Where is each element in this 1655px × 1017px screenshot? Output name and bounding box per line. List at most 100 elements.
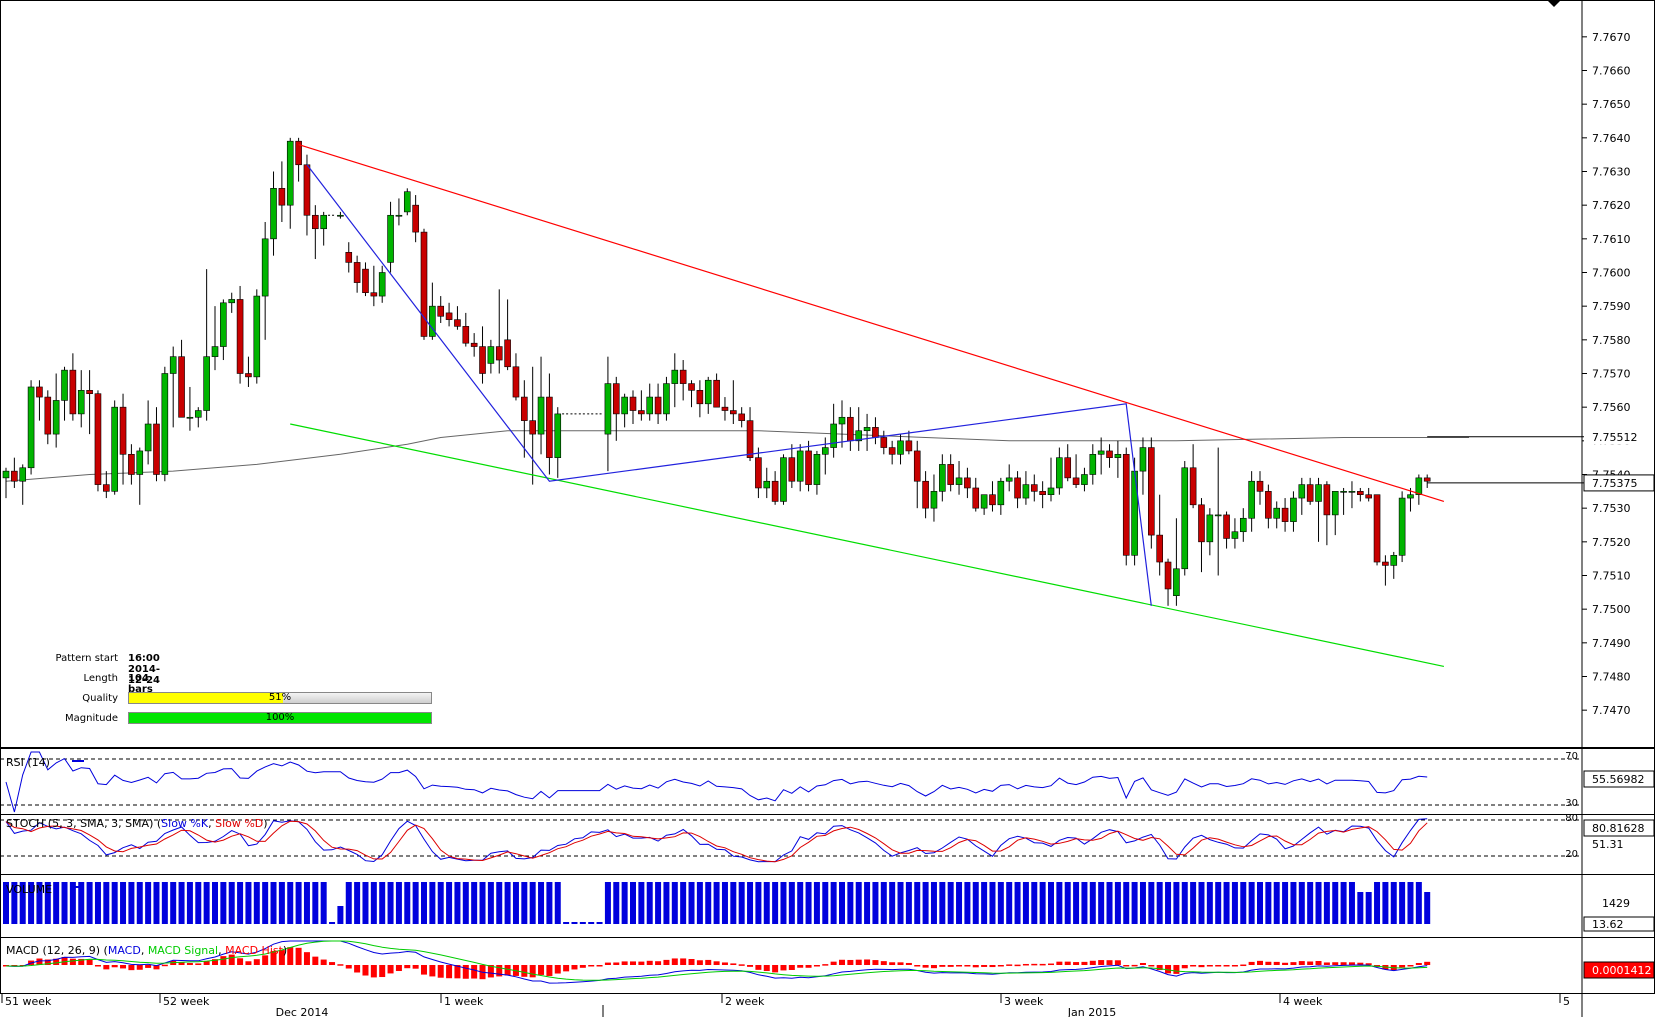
- candle-down: [504, 339, 511, 368]
- price-label: 7.75512: [1592, 431, 1638, 444]
- macd-hist-bar: [337, 964, 344, 966]
- macd-title: MACD (12, 26, 9) (MACD, MACD Signal, MAC…: [6, 944, 287, 957]
- macd-hist-bar: [1190, 965, 1197, 967]
- macd-hist-bar: [61, 956, 68, 965]
- candle-down: [495, 346, 503, 361]
- pattern-line: [298, 144, 1445, 502]
- macd-hist-bar: [203, 960, 210, 965]
- candle-down: [1014, 477, 1021, 499]
- volume-bar: [604, 882, 611, 924]
- macd-hist-bar: [454, 965, 461, 979]
- macd-title-prefix: MACD (12, 26, 9) (: [6, 944, 108, 957]
- volume-bar: [721, 882, 728, 924]
- macd-line: [5, 940, 1428, 984]
- macd-hist-bar: [872, 960, 879, 965]
- y-tick-label: 7.7600: [1592, 267, 1631, 280]
- macd-hist-bar: [429, 965, 436, 977]
- volume-bar: [805, 882, 812, 924]
- volume-bar: [1156, 882, 1163, 924]
- volume-bar: [538, 882, 545, 924]
- macd-hist-bar: [588, 965, 595, 967]
- macd-hist-bar: [613, 962, 620, 965]
- macd-hist-bar: [44, 959, 51, 965]
- candle-up: [1415, 477, 1423, 496]
- stoch-d-value: 51.31: [1592, 838, 1624, 851]
- volume-bar: [429, 882, 436, 924]
- stoch-k-line: [5, 818, 1428, 863]
- candle-down: [888, 447, 896, 455]
- candle-up: [378, 272, 386, 297]
- volume-bar: [1374, 882, 1381, 924]
- macd-hist-bar: [621, 961, 628, 965]
- candle-up: [1089, 453, 1097, 475]
- candle-down: [479, 346, 486, 374]
- candle-down: [119, 406, 127, 455]
- volume-bar: [421, 882, 427, 924]
- macd-hist-bar: [1282, 962, 1289, 965]
- candle-up: [337, 214, 344, 217]
- y-tick-label: 7.7470: [1592, 704, 1631, 717]
- candle-up: [186, 416, 194, 419]
- macd-hist-bar: [1332, 962, 1339, 965]
- candle-down: [103, 484, 110, 492]
- macd-hist-bar: [395, 965, 402, 972]
- volume-bar: [822, 882, 829, 924]
- candle-up: [813, 453, 821, 485]
- candle-down: [1072, 477, 1080, 485]
- candle-up: [780, 457, 787, 502]
- macd-hist-bar: [638, 961, 645, 965]
- volume-bar: [44, 882, 51, 924]
- candle-down: [36, 386, 43, 398]
- macd-hist-bar: [905, 962, 912, 965]
- volume-bar: [1323, 882, 1330, 924]
- rsi-level-label: 70: [1565, 751, 1578, 762]
- volume-bar: [1332, 882, 1339, 924]
- macd-hist-bar: [1173, 965, 1180, 974]
- volume-bar: [981, 882, 988, 924]
- candle-up: [161, 373, 169, 475]
- macd-hist-bar: [596, 965, 603, 967]
- volume-bar: [1257, 882, 1263, 924]
- candle-down: [445, 312, 453, 320]
- y-tick-label: 7.7570: [1592, 368, 1631, 381]
- volume-bar: [972, 882, 979, 924]
- candle-down: [905, 440, 913, 452]
- macd-hist-bar: [663, 959, 670, 965]
- macd-hist-bar: [571, 965, 578, 970]
- candle-down: [529, 420, 536, 435]
- macd-hist-bar: [404, 965, 411, 969]
- y-tick-label: 7.7670: [1592, 31, 1631, 44]
- volume-bar: [11, 882, 18, 924]
- macd-hist-bar: [1357, 962, 1364, 965]
- candle-up: [796, 450, 804, 482]
- volume-bar: [19, 882, 26, 924]
- volume-bar: [922, 882, 929, 924]
- volume-bar: [312, 882, 319, 924]
- macd-legend: MACD: [108, 944, 141, 957]
- volume-bar: [1399, 882, 1406, 924]
- macd-hist-bar: [278, 950, 285, 965]
- volume-bar: [847, 882, 854, 924]
- macd-hist-bar: [1399, 965, 1406, 968]
- candle-down: [69, 369, 77, 415]
- macd-hist-bar: [1131, 964, 1138, 967]
- candle-down: [964, 477, 971, 489]
- macd-hist-bar: [36, 958, 43, 965]
- macd-hist-bar: [78, 958, 85, 965]
- volume-bar: [1139, 882, 1146, 924]
- macd-hist-bar: [186, 963, 193, 965]
- candle-down: [612, 383, 620, 415]
- candle-down: [245, 373, 252, 378]
- candle-up: [1022, 484, 1030, 499]
- candle-down: [370, 292, 378, 297]
- pattern-start-label: Pattern start: [55, 653, 118, 664]
- volume-bar: [237, 882, 244, 924]
- volume-bar: [889, 882, 896, 924]
- volume-bar: [28, 882, 35, 924]
- candle-up: [2, 470, 10, 479]
- volume-bar: [905, 882, 912, 924]
- volume-bar: [797, 882, 804, 924]
- macd-hist-bar: [1181, 965, 1188, 969]
- candle-up: [228, 299, 236, 304]
- volume-bar: [245, 882, 252, 924]
